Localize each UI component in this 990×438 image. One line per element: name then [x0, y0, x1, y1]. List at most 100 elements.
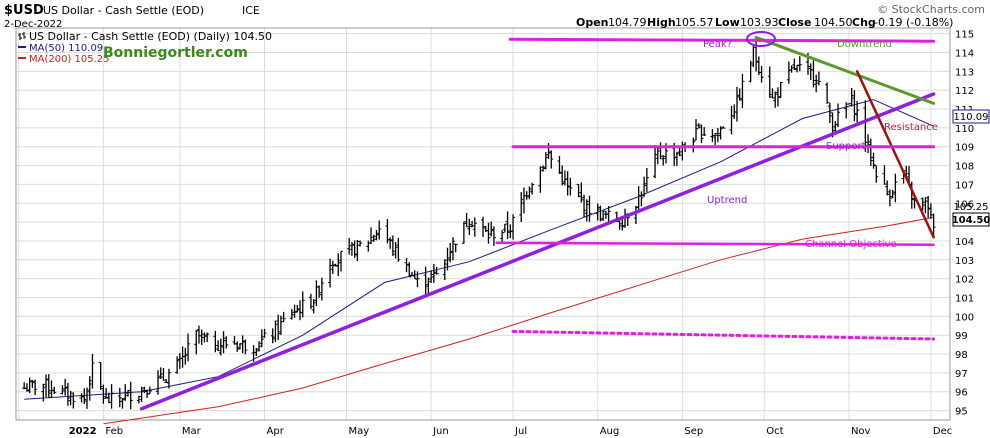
ohlc-bar: [87, 376, 92, 401]
annotation-resistance: Resistance: [884, 122, 938, 133]
ohlc-bar: [710, 128, 715, 143]
ohlc-bar: [243, 339, 248, 355]
ohlc-bar: [846, 103, 851, 105]
legend-ma50: MA(50) 110.09: [29, 43, 103, 54]
watermark: © StockCharts.com: [877, 3, 985, 16]
y-tick-label: 108: [955, 162, 974, 173]
ohlc-bar: [502, 223, 507, 233]
ohlc-bar: [453, 243, 458, 253]
ma200-line: [103, 216, 934, 425]
ohlc-bar: [543, 152, 548, 170]
ohlc-legend-icon: [18, 32, 26, 40]
ohlc-bar: [186, 333, 191, 362]
y-tick-label: 115: [955, 30, 974, 41]
ohlc-bar: [333, 263, 338, 267]
y-tick-label: 103: [955, 256, 974, 267]
x-axis: 2022 Feb Mar Apr May Jun Jul Aug Sep Oct Nov Dec: [69, 426, 953, 437]
ohlc-bar: [713, 132, 718, 146]
grid: [16, 28, 950, 420]
x-tick-label: Jun: [432, 426, 449, 437]
open-value: 104.79: [608, 16, 647, 29]
ohlc-bar: [811, 60, 816, 88]
ohlc-bar: [557, 155, 562, 174]
ohlc-bar: [576, 183, 581, 198]
trendline-top-channel: [508, 37, 936, 43]
ohlc-bar: [71, 392, 76, 409]
ohlc-bar: [655, 147, 660, 165]
ohlc-bar: [308, 293, 313, 310]
x-tick-label: Dec: [933, 426, 952, 437]
x-tick-label: Nov: [851, 426, 871, 437]
ohlc-bar: [694, 119, 699, 141]
ohlc-bar: [825, 82, 830, 104]
ohlc-bar: [541, 165, 546, 172]
ma50-callout: 110.09: [954, 112, 989, 123]
ohlc-bar: [773, 91, 778, 108]
trendline-downtrend: [754, 35, 936, 105]
x-tick-label: May: [348, 426, 369, 437]
ohlc-bar: [319, 277, 324, 301]
ohlc-bar: [358, 240, 363, 247]
peak-circle: [746, 31, 776, 47]
ohlc-bar: [311, 299, 316, 314]
ohlc-bar: [844, 102, 849, 119]
y-tick-label: 101: [955, 294, 974, 305]
ohlc-bar: [377, 220, 382, 240]
y-axis-callouts: 110.09 105.25 104.50: [952, 109, 990, 227]
ohlc-bar: [674, 151, 679, 166]
ohlc-bar: [278, 315, 283, 335]
ohlc-bar: [199, 329, 204, 345]
ohlc-bar: [661, 155, 666, 166]
close-label: Close: [778, 16, 811, 29]
site-credit: Bonniegortler.com: [103, 45, 248, 61]
y-tick-label: 98: [955, 350, 968, 361]
ma50-line: [24, 99, 934, 400]
ohlc-bar: [461, 221, 466, 244]
symbol: $USD: [4, 3, 44, 18]
ma200-callout: 105.25: [954, 202, 989, 213]
ohlc-bar: [393, 242, 398, 259]
annotation-uptrend: Uptrend: [707, 195, 747, 206]
ohlc-bar: [27, 377, 32, 394]
ohlc-bar: [445, 247, 450, 271]
ohlc-bar: [827, 102, 832, 124]
ohlc-bar: [775, 87, 780, 107]
ohlc-bar: [734, 86, 739, 122]
ohlc-bar: [721, 126, 726, 129]
ohlc-bar: [240, 335, 245, 354]
ohlc-bar: [511, 214, 516, 240]
ohlc-bar: [221, 331, 226, 354]
ohlc-bar: [24, 383, 29, 392]
x-tick-label: 2022: [69, 426, 97, 437]
ohlc-bar: [740, 73, 745, 109]
y-tick-label: 106: [955, 199, 974, 210]
ohlc-bar: [470, 220, 475, 228]
ohlc-bar: [104, 388, 109, 399]
ohlc-bar: [270, 328, 275, 344]
ohlc-bar: [926, 195, 931, 218]
ohlc-bar: [412, 270, 417, 280]
ohlc-bar: [202, 332, 207, 343]
ohlc-bar: [754, 38, 759, 72]
ohlc-bar: [560, 165, 565, 186]
ohlc-bar: [639, 191, 644, 207]
trendline-channel-objective: [511, 329, 936, 341]
ohlc-bar: [702, 127, 707, 136]
ohlc-bar: [175, 356, 180, 374]
ohlc-bar: [491, 226, 496, 246]
ohlc-bar: [920, 197, 925, 211]
ohlc-bar: [276, 314, 281, 341]
ohlc-bar: [874, 165, 879, 183]
ohlc-bar: [481, 216, 485, 238]
ohlc-bar: [60, 385, 65, 395]
x-tick-label: Oct: [766, 426, 783, 437]
ohlc-bar: [262, 328, 267, 338]
chg-value: -0.19 (-0.18%): [874, 16, 953, 29]
ohlc-bar: [565, 171, 570, 196]
open-label: Open: [576, 16, 609, 29]
ma50-callout-box: [952, 109, 990, 124]
ohlc-bar: [767, 66, 772, 98]
y-tick-label: 97: [955, 369, 968, 380]
y-axis: 9596979899100101102103104105106107108109…: [955, 30, 974, 418]
ohlc-bar: [52, 386, 57, 395]
